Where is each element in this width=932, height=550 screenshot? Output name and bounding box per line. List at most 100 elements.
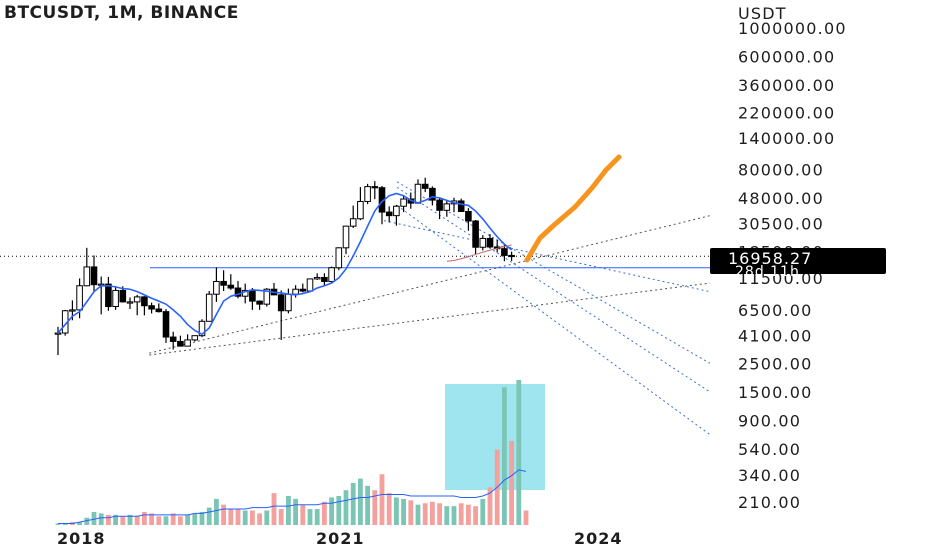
time-label-2018: 2018 (57, 529, 106, 548)
candle-body (335, 247, 343, 269)
volume-bar (451, 506, 457, 525)
time-axis[interactable]: 2018 2021 2024 (57, 529, 623, 548)
candle-body (227, 284, 235, 289)
volume-bar (516, 380, 522, 525)
candle-body (112, 289, 119, 308)
candle-body (234, 287, 242, 297)
volume-bar (178, 516, 183, 525)
candle-body (364, 186, 371, 202)
candle-body (148, 305, 155, 310)
candle-body (162, 311, 170, 338)
candle-body (501, 248, 508, 256)
volume-bar (401, 498, 406, 525)
candle-body (191, 335, 199, 341)
projection-path (524, 154, 622, 263)
candle-body (400, 198, 407, 207)
price-tick-label: 2500.00 (738, 354, 813, 373)
ma-line (57, 192, 513, 336)
volume-bar (365, 485, 370, 525)
candle-body (414, 183, 422, 204)
candle-body (321, 276, 328, 282)
candle-body (249, 289, 256, 302)
volume-bar (55, 523, 61, 525)
volume-bar (372, 490, 378, 525)
volume-bar (466, 504, 471, 525)
volume-bar (408, 500, 414, 525)
volume-bar (480, 498, 486, 525)
price-tick-label: 1500.00 (738, 383, 813, 402)
candle-body (313, 276, 321, 280)
candle-body (292, 288, 299, 295)
trendline (149, 215, 711, 354)
price-tick-label: 1000000.00 (738, 19, 847, 38)
volume-bar (163, 516, 169, 525)
candle-body (213, 280, 220, 295)
volume-bar (242, 510, 248, 525)
volume-bar (350, 482, 356, 525)
volume-bar (221, 504, 226, 525)
trendline (396, 181, 711, 364)
candle-body (393, 205, 400, 217)
price-tick-label: 900.00 (738, 412, 801, 431)
candle-body (299, 288, 307, 292)
candle-body (277, 294, 285, 312)
volume-bar (142, 511, 147, 525)
volume-bar (343, 490, 349, 525)
volume-bar (149, 513, 154, 525)
candle-body (256, 300, 263, 305)
trendline (149, 282, 711, 356)
volume-bar (307, 509, 313, 525)
volume-bar (329, 497, 334, 525)
candle-body (436, 199, 443, 211)
volume-bar (473, 506, 478, 525)
last-price-badge: 16958.27 28d 11h (710, 248, 886, 280)
candle-body (133, 296, 141, 303)
candle-body (349, 218, 357, 227)
candle-body (465, 210, 472, 222)
volume-bar (170, 513, 176, 525)
volume-bar (487, 487, 493, 525)
candle-body (205, 293, 213, 322)
volume-bar (84, 517, 90, 525)
candle-body (83, 266, 91, 287)
price-tick-label: 210.00 (738, 493, 801, 512)
candle-body (105, 283, 112, 308)
price-tick-label: 6500.00 (738, 301, 813, 320)
candle-body (285, 293, 292, 312)
price-tick-label: 600000.00 (738, 48, 835, 67)
volume-bar (250, 510, 255, 525)
time-label-2024: 2024 (574, 529, 623, 548)
volume-bar (314, 509, 320, 525)
volume-bar (98, 513, 104, 525)
volume-bar (199, 511, 205, 525)
volume-bar (91, 511, 97, 525)
volume-bar (156, 516, 162, 525)
chart-title: BTCUSDT, 1M, BINANCE (4, 3, 239, 23)
candle-body (184, 339, 191, 347)
projection-line (524, 154, 622, 263)
candle-body (472, 220, 479, 248)
volume-ma-line (58, 469, 527, 525)
volume-bar (113, 514, 118, 525)
volume-bar (77, 522, 82, 525)
candle-body (263, 288, 271, 305)
candle-body (429, 187, 436, 201)
candle-body (155, 308, 163, 313)
candle-body (177, 340, 184, 347)
price-tick-label: 30500.00 (738, 214, 824, 233)
badge-price: 16958.27 (728, 249, 812, 268)
volume-bar (228, 509, 234, 525)
volume-bar (214, 498, 219, 525)
volume-bars (55, 380, 529, 525)
candle-body (54, 332, 62, 335)
candle-body (220, 280, 227, 286)
candle-body (443, 203, 451, 211)
volume-bar (271, 493, 277, 525)
price-tick-label: 540.00 (738, 440, 801, 459)
trendline (396, 205, 711, 436)
candle-body (385, 211, 393, 217)
candle-body (76, 285, 83, 311)
volume-bar (415, 504, 421, 525)
candlesticks (54, 177, 515, 356)
